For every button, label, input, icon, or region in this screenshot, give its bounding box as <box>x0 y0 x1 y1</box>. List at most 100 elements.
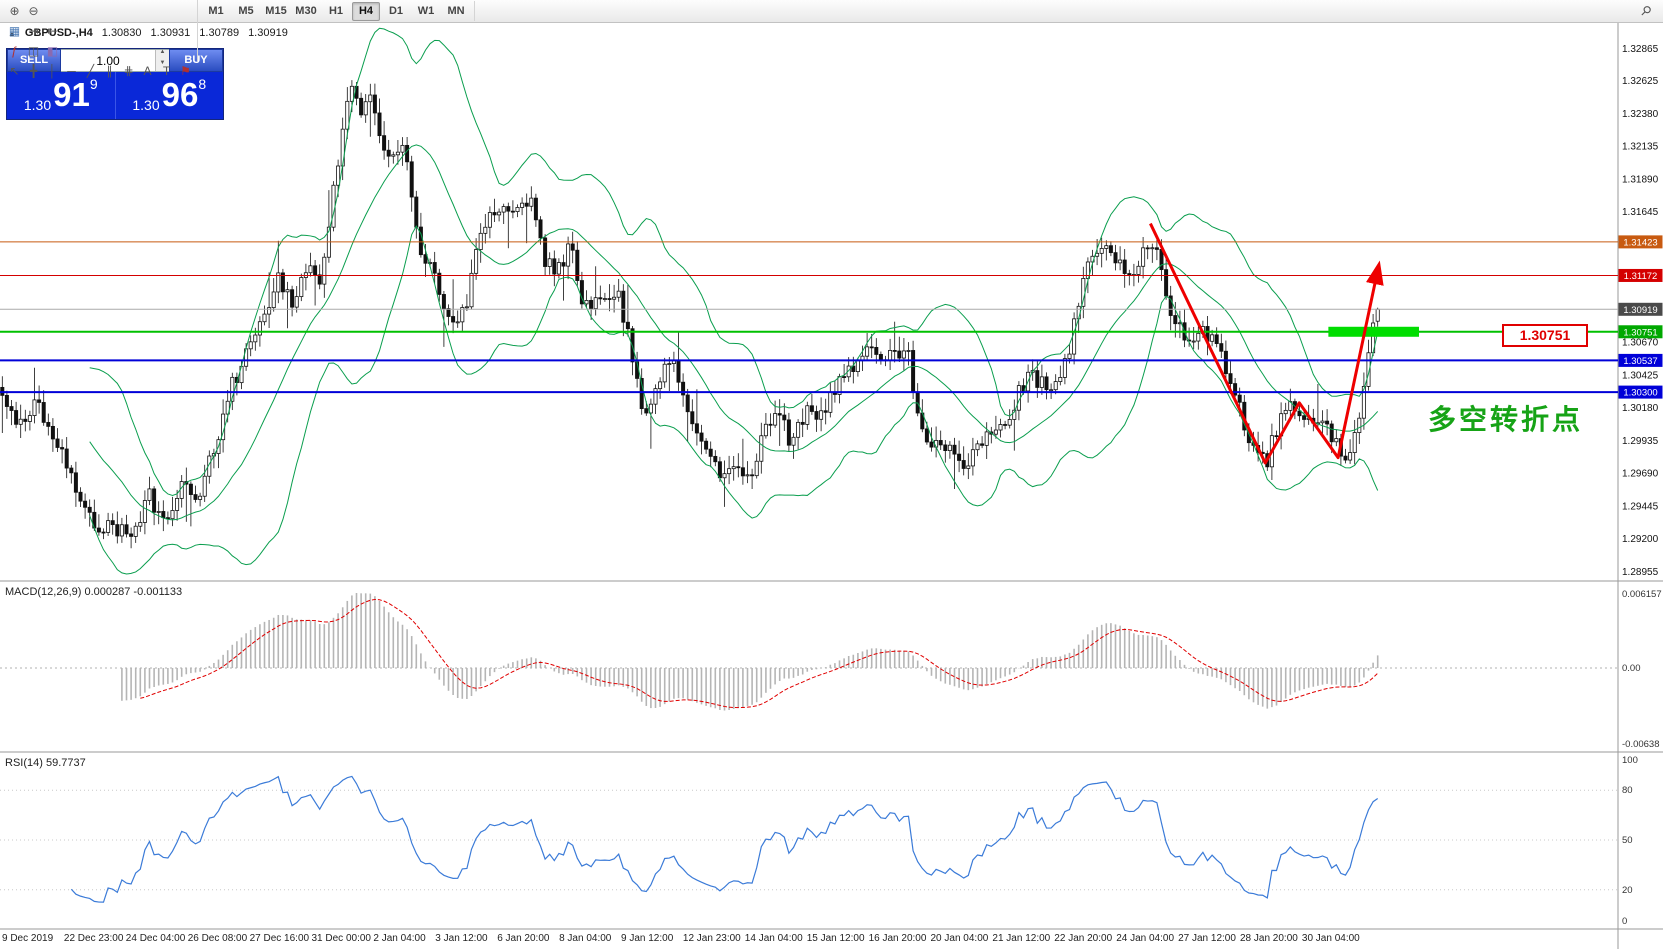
svg-text:80: 80 <box>1622 785 1633 796</box>
symbol-title: GBPUSD-,H4 <box>24 27 93 39</box>
ohlc-open: 1.30830 <box>101 27 142 39</box>
price-tick: 1.30425 <box>1622 370 1659 381</box>
svg-text:50: 50 <box>1622 835 1633 846</box>
timeframe-group: M1 M5 M15 M30 H1 H4 D1 W1 MN <box>198 1 475 21</box>
timeframe-d1[interactable]: D1 <box>388 4 404 17</box>
price-level-label[interactable]: 1.30751 <box>1502 324 1588 347</box>
zoom-in-icon[interactable]: ⊕ <box>9 4 20 18</box>
volume-down-button[interactable]: ▼ <box>156 60 169 71</box>
time-axis-label: 14 Jan 04:00 <box>745 933 803 944</box>
price-tick: 1.29445 <box>1622 501 1659 512</box>
rsi-line <box>70 775 1379 903</box>
time-axis-label: 15 Jan 12:00 <box>807 933 865 944</box>
fibonacci-icon[interactable]: ⋕ <box>123 64 134 78</box>
price-tag-label: 1.30300 <box>1623 388 1657 399</box>
ohlc-high: 1.30931 <box>150 27 191 39</box>
zoom-out-icon[interactable]: ⊖ <box>28 4 39 18</box>
time-axis-label: 27 Jan 12:00 <box>1178 933 1236 944</box>
timeframe-h4[interactable]: H4 <box>352 1 380 21</box>
buy-price[interactable]: 1.30 96 8 <box>115 72 223 119</box>
buy-button[interactable]: BUY <box>169 49 223 72</box>
sell-price[interactable]: 1.30 91 9 <box>7 72 116 119</box>
price-tick: 1.29935 <box>1622 436 1659 447</box>
price-tick: 1.31890 <box>1622 174 1659 185</box>
search-icon[interactable]: ⚲ <box>1637 1 1655 20</box>
timeframe-m1[interactable]: M1 <box>208 4 224 17</box>
svg-text:0.006157: 0.006157 <box>1622 589 1662 600</box>
trend-arrow <box>1149 222 1384 465</box>
price-tick: 1.30670 <box>1622 338 1659 349</box>
turning-point-annotation: 多空转折点 <box>1428 404 1584 435</box>
volume-input[interactable] <box>61 50 155 71</box>
volume-up-button[interactable]: ▲ <box>156 49 169 61</box>
time-axis-label: 12 Jan 23:00 <box>683 933 741 944</box>
timeframe-m30[interactable]: M30 <box>295 4 317 17</box>
svg-text:0.00: 0.00 <box>1622 663 1641 674</box>
buy-price-sup: 8 <box>198 76 207 92</box>
templates-icon[interactable]: ◧ <box>46 44 59 58</box>
ohlc-low: 1.30789 <box>199 27 240 39</box>
price-tag <box>1618 235 1663 249</box>
horizontal-line-icon[interactable]: ─ <box>67 64 76 78</box>
ohlc-close: 1.30919 <box>248 27 288 39</box>
price-tag-label: 1.30537 <box>1623 356 1657 367</box>
price-tag-label: 1.31423 <box>1623 237 1657 248</box>
highlight-band <box>1328 326 1419 337</box>
chart-info-line: ▲ GBPUSD-,H4 1.30830 1.30931 1.30789 1.3… <box>8 27 288 39</box>
one-click-trading-panel: SELL ▲ ▼ BUY 1.30 91 9 1.30 96 8 <box>6 48 224 120</box>
time-axis-label: 24 Dec 04:00 <box>126 933 186 944</box>
auto-scroll-icon[interactable]: ⇥ <box>28 24 39 38</box>
sell-button[interactable]: SELL <box>7 49 61 72</box>
svg-text:0: 0 <box>1622 916 1627 927</box>
bollinger-bands <box>89 27 1379 575</box>
rsi-label: RSI(14) 59.7737 <box>5 757 86 769</box>
timeframe-h1[interactable]: H1 <box>328 4 344 17</box>
time-axis-label: 16 Jan 20:00 <box>869 933 927 944</box>
time-axis-label: 9 Dec 2019 <box>2 933 54 944</box>
buy-price-prefix: 1.30 <box>132 97 160 113</box>
crosshair-icon[interactable]: ╋ <box>29 64 38 78</box>
timeframe-m15[interactable]: M15 <box>265 4 287 17</box>
price-tag <box>1618 325 1663 339</box>
trendline-icon[interactable]: ╱ <box>86 64 95 78</box>
text-icon[interactable]: A <box>143 64 152 78</box>
time-axis-label: 22 Dec 23:00 <box>64 933 124 944</box>
time-axis-label: 24 Jan 04:00 <box>1116 933 1174 944</box>
time-axis-label: 31 Dec 00:00 <box>312 933 372 944</box>
cursor-icon[interactable]: ↖ <box>9 64 20 78</box>
label-icon[interactable]: T <box>162 64 171 78</box>
macd-histogram <box>121 593 1379 711</box>
price-tick: 1.30180 <box>1622 403 1659 414</box>
time-axis-label: 6 Jan 20:00 <box>497 933 550 944</box>
svg-text:-0.00638: -0.00638 <box>1622 739 1660 750</box>
price-tick: 1.32380 <box>1622 109 1659 120</box>
timeframe-m5[interactable]: M5 <box>238 4 254 17</box>
timeframe-w1[interactable]: W1 <box>417 4 435 17</box>
time-axis-label: 28 Jan 20:00 <box>1240 933 1298 944</box>
svg-text:100: 100 <box>1622 755 1638 766</box>
price-tag-label: 1.30751 <box>1623 327 1657 338</box>
sell-price-big: 91 <box>53 76 90 113</box>
price-tag-label: 1.30919 <box>1623 305 1657 316</box>
price-tick: 1.32135 <box>1622 142 1659 153</box>
sell-price-sup: 9 <box>89 76 98 92</box>
tile-windows-icon[interactable]: ▦ <box>8 24 21 38</box>
price-tag <box>1618 268 1663 282</box>
chart-shift-icon[interactable]: ⇤ <box>47 24 58 38</box>
price-tag <box>1618 353 1663 367</box>
vertical-line-icon[interactable]: │ <box>48 64 57 78</box>
channel-icon[interactable]: ∥ <box>106 64 113 78</box>
time-axis-label: 20 Jan 04:00 <box>931 933 989 944</box>
indicators-icon[interactable]: ƒ <box>11 44 18 58</box>
price-tick: 1.31645 <box>1622 207 1659 218</box>
sell-price-prefix: 1.30 <box>23 97 52 113</box>
arrows-icon[interactable]: ⚑ <box>180 64 191 78</box>
price-tick: 1.29200 <box>1622 534 1659 545</box>
chart-canvas[interactable]: 1.32865 1.32625 1.32380 1.32135 1.31890 1.316… <box>0 23 1663 949</box>
one-click-toggle-icon[interactable]: ▲ <box>8 28 16 38</box>
timeframe-mn[interactable]: MN <box>447 4 465 17</box>
periods-icon[interactable]: ◫ <box>27 44 40 58</box>
macd-signal-line <box>140 598 1379 709</box>
time-axis-label: 9 Jan 12:00 <box>621 933 674 944</box>
price-tick: 1.29690 <box>1622 469 1659 480</box>
